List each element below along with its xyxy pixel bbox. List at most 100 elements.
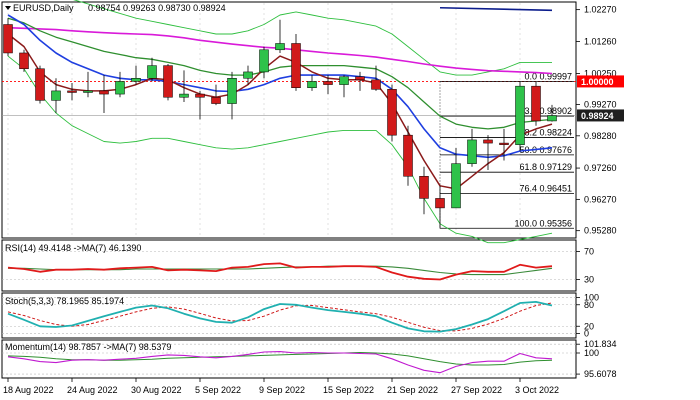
candle: [275, 19, 285, 53]
candle-body: [323, 81, 333, 85]
candle: [51, 78, 61, 114]
rsi-panel: [1, 239, 577, 292]
candle-body: [435, 198, 445, 209]
date-tick-label: 3 Oct 2022: [515, 385, 559, 395]
candle-body: [83, 90, 93, 93]
candle: [147, 57, 157, 82]
candle: [419, 166, 429, 215]
stoch-tick-label: 100: [584, 293, 599, 303]
date-tick-label: 9 Sep 2022: [259, 385, 305, 395]
candle-body: [275, 43, 285, 51]
price-tick-label: 1.01260: [584, 37, 617, 47]
candle: [131, 65, 141, 85]
fib-level-label: 50.0 0.97676: [519, 145, 572, 155]
candle: [307, 75, 317, 91]
candle: [515, 81, 525, 151]
stoch-panel: [1, 292, 577, 339]
momentum-title: Momentum(14) 98.7857 ->MA(7) 98.5379: [5, 342, 171, 352]
candle-body: [227, 78, 237, 104]
candle: [355, 71, 365, 91]
date-axis: 18 Aug 2022 24 Aug 2022 30 Aug 2022 5 Sep 2…: [3, 378, 559, 395]
rsi-indicator: 70 30: [2, 247, 594, 285]
candle: [83, 71, 93, 98]
main-panel: [1, 1, 577, 239]
candle: [323, 75, 333, 95]
rsi-ma-line: [8, 265, 553, 276]
candle: [35, 65, 45, 104]
fib-level-label: 61.8 0.97129: [519, 162, 572, 172]
candle-body: [147, 65, 157, 79]
price-tick-label: 1.02270: [584, 5, 617, 15]
candle: [115, 71, 125, 98]
candle: [403, 125, 413, 186]
price-tick-label: 0.97260: [584, 163, 617, 173]
candle-body: [243, 71, 253, 79]
candle: [163, 64, 173, 101]
date-tick-label: 5 Sep 2022: [195, 385, 241, 395]
fib-level-label: 76.4 0.96451: [519, 184, 572, 194]
chart-symbol: EURUSD,Daily: [13, 3, 74, 13]
candle-body: [131, 78, 141, 82]
candle: [499, 128, 509, 161]
candle: [291, 33, 301, 91]
ma-fast-line: [7, 33, 553, 190]
momentum-line: [7, 351, 553, 374]
price-tick-label: 0.96270: [584, 194, 617, 204]
candle: [67, 83, 77, 101]
date-tick-label: 24 Aug 2022: [67, 385, 118, 395]
fib-level-label: 100.0 0.95356: [514, 218, 572, 228]
candle: [467, 128, 477, 167]
candle: [259, 46, 269, 79]
stoch-main-line: [7, 300, 553, 333]
price-tick-label: 1.00250: [584, 69, 617, 79]
candle-body: [547, 115, 557, 122]
candle-body: [259, 49, 269, 73]
candle-body: [99, 90, 109, 95]
ma-blue-line: [7, 14, 553, 159]
bollinger-upper-line: [73, 0, 552, 76]
candle-body: [291, 43, 301, 88]
rsi-title: RSI(14) 49.4148 ->MA(7) 46.1390: [5, 243, 141, 253]
date-tick-label: 30 Aug 2022: [131, 385, 182, 395]
candle-body: [403, 134, 413, 177]
candle-body: [355, 76, 365, 81]
candle-body: [451, 163, 461, 209]
candle: [227, 71, 237, 120]
candle-body: [499, 142, 509, 145]
candle-body: [163, 65, 173, 98]
stoch-title: Stoch(5,3,3) 78.1965 85.1974: [5, 296, 124, 306]
candle-body: [51, 90, 61, 101]
current-price-tag-text: 1.00000: [581, 77, 614, 87]
fib-level-label: 38.2 0.98224: [519, 128, 572, 138]
rsi-line: [7, 262, 553, 281]
momentum-tick-label: 101.834: [584, 339, 617, 349]
candle-body: [179, 93, 189, 98]
price-tick-label: 0.98280: [584, 131, 617, 141]
candle: [19, 49, 29, 72]
candle-body: [3, 24, 13, 54]
fib-level-label: 23.6 0.98902: [519, 106, 572, 116]
candle-body: [371, 79, 381, 90]
bollinger-bands: [7, 0, 553, 244]
candle-body: [339, 76, 349, 85]
current-price-tag: 1.00000: [577, 75, 624, 88]
candle-body: [531, 85, 541, 122]
momentum-tick-label: 100: [584, 348, 599, 358]
candle-body: [419, 176, 429, 199]
ma-green-line: [7, 17, 553, 130]
candle-body: [467, 139, 477, 164]
candle-body: [35, 68, 45, 101]
momentum-tick-label: 95.6078: [584, 369, 617, 379]
date-tick-label: 15 Sep 2022: [323, 385, 374, 395]
candle: [179, 70, 189, 102]
momentum-panel: [1, 339, 577, 379]
candle: [531, 82, 541, 126]
last-close-tag-text: 0.98924: [581, 111, 614, 121]
date-tick-label: 18 Aug 2022: [3, 385, 54, 395]
rsi-tick-label: 30: [584, 275, 594, 285]
current-price-tag-bg: [577, 75, 624, 88]
ma-navy-line: [439, 6, 553, 12]
candle: [339, 75, 349, 98]
